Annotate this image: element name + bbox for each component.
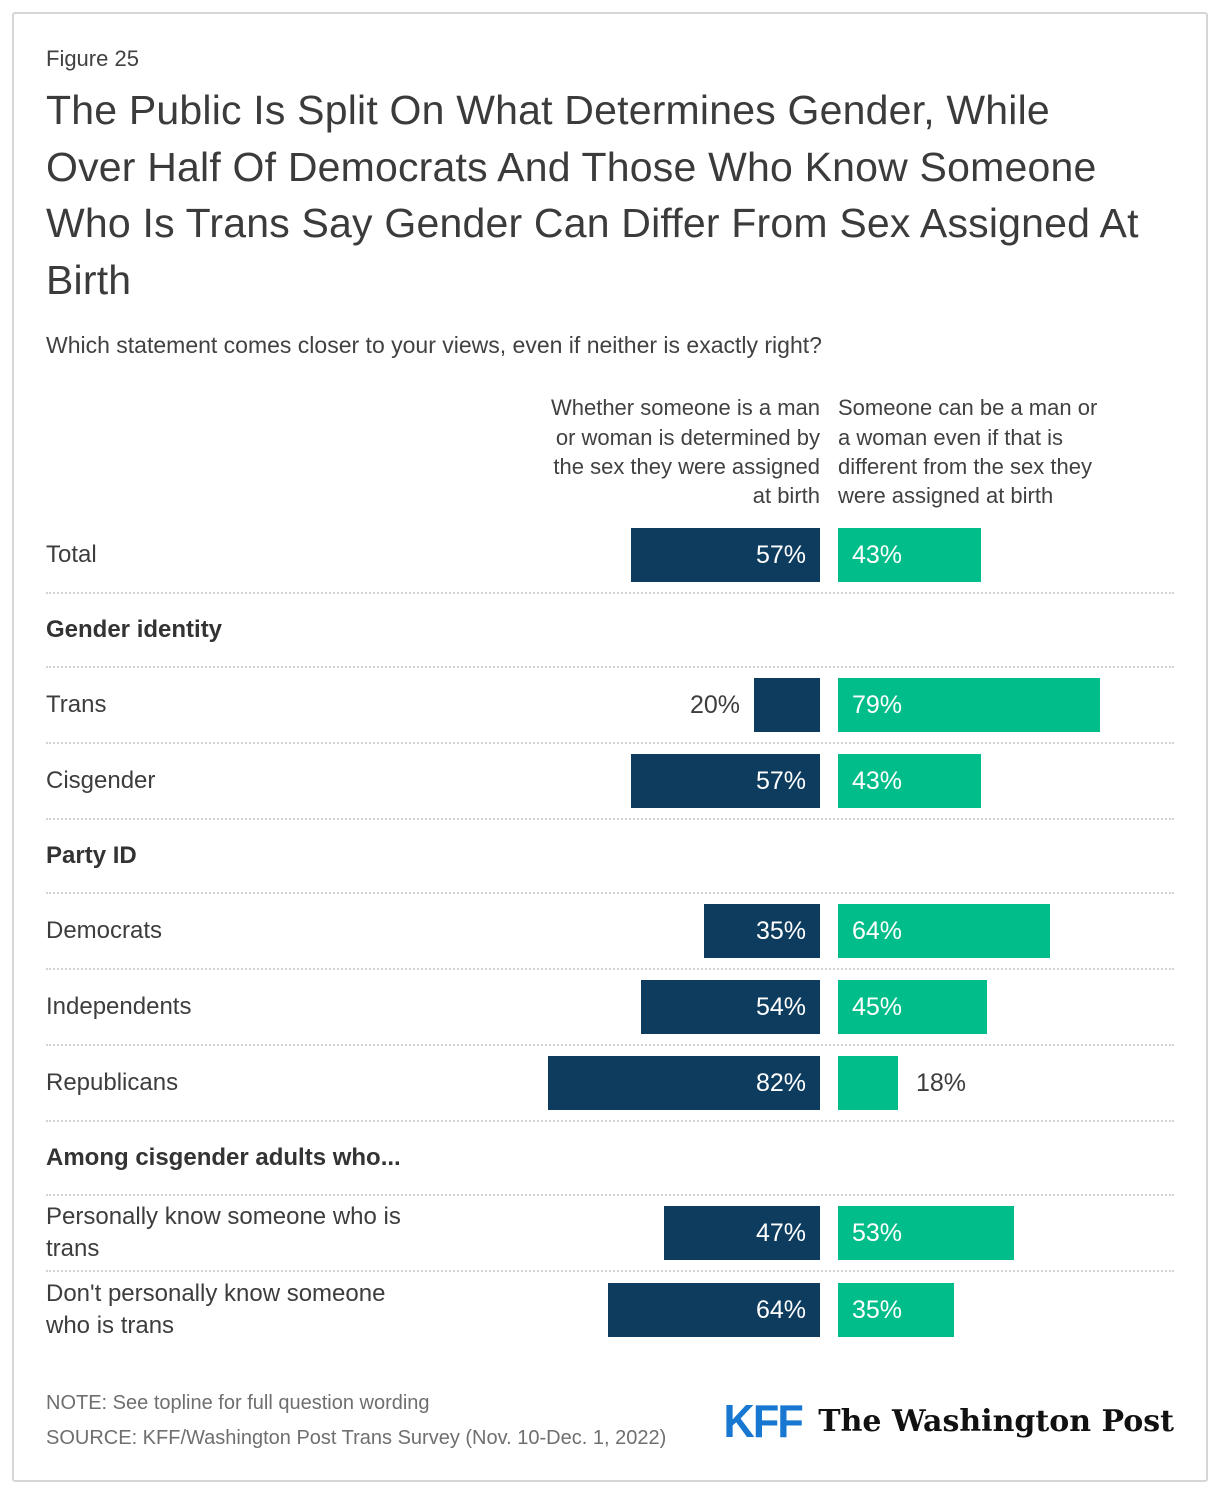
left-bar-value: 57% bbox=[755, 540, 806, 569]
row-label: Republicans bbox=[46, 1069, 179, 1097]
right-bar-value: 18% bbox=[916, 1068, 967, 1097]
chart-row: Democrats 35% 64% bbox=[46, 894, 1174, 971]
row-label: Democrats bbox=[46, 917, 163, 945]
left-bar-value: 35% bbox=[755, 916, 806, 945]
left-bar bbox=[754, 678, 820, 733]
column-header-line: a woman even if that is bbox=[838, 424, 1064, 450]
figure-label: Figure 25 bbox=[46, 46, 139, 71]
figure-title: The Public Is Split On What Determines G… bbox=[46, 87, 1139, 303]
right-bar-value: 53% bbox=[852, 1218, 903, 1247]
right-bar-cell: 45% bbox=[820, 980, 1174, 1035]
section-header-row: Party ID bbox=[46, 820, 1174, 895]
note-line: NOTE: See topline for full question word… bbox=[46, 1392, 430, 1415]
section-header-row: Gender identity bbox=[46, 594, 1174, 669]
chart-rows: Total 57% 43% Gender identity Trans 20% 79% Cis… bbox=[46, 518, 1174, 1348]
right-bar: 43% bbox=[838, 528, 981, 583]
column-header-left: Whether someone is a man or woman is dete… bbox=[502, 393, 820, 510]
left-bar: 54% bbox=[641, 980, 820, 1035]
right-bar bbox=[838, 1056, 898, 1111]
figure-subtitle: Which statement comes closer to your vie… bbox=[46, 332, 822, 359]
right-bar: 79% bbox=[838, 678, 1100, 733]
washington-post-logo: The Washington Post bbox=[818, 1403, 1174, 1439]
column-headers: Whether someone is a man or woman is dete… bbox=[46, 393, 1174, 510]
left-bar-value: 82% bbox=[755, 1068, 806, 1097]
source-line: SOURCE: KFF/Washington Post Trans Survey… bbox=[46, 1427, 667, 1450]
right-bar: 53% bbox=[838, 1206, 1014, 1261]
left-bar: 57% bbox=[631, 528, 820, 583]
footer-logos: KFF The Washington Post bbox=[721, 1394, 1174, 1448]
right-bar-value: 64% bbox=[852, 916, 903, 945]
chart-row: Total 57% 43% bbox=[46, 518, 1174, 595]
right-bar-cell: 43% bbox=[820, 754, 1174, 809]
figure-card: Figure 25 The Public Is Split On What De… bbox=[12, 12, 1208, 1483]
chart-row: Don't personally know someone who is tra… bbox=[46, 1272, 1174, 1348]
right-bar-value: 35% bbox=[852, 1295, 903, 1324]
row-label: Don't personally know someone who is tra… bbox=[46, 1279, 386, 1340]
column-header-line: at birth bbox=[752, 483, 820, 509]
kff-logo: KFF bbox=[723, 1395, 803, 1448]
column-header-line: Whether someone is a man bbox=[550, 395, 820, 421]
chart-row: Trans 20% 79% bbox=[46, 668, 1174, 745]
left-bar-cell: 47% bbox=[502, 1206, 820, 1261]
chart-row: Personally know someone who is trans 47% 5… bbox=[46, 1196, 1174, 1273]
column-header-line: were assigned at birth bbox=[838, 483, 1054, 509]
chart-row: Republicans 82% 18% bbox=[46, 1046, 1174, 1123]
left-bar-value: 54% bbox=[755, 992, 806, 1021]
right-bar-cell: 79% bbox=[820, 678, 1174, 733]
right-bar-value: 43% bbox=[852, 766, 903, 795]
column-header-right: Someone can be a man or a woman even if t… bbox=[820, 393, 1174, 510]
right-bar-value: 45% bbox=[852, 992, 903, 1021]
row-label: Total bbox=[46, 541, 97, 569]
right-bar-cell: 53% bbox=[820, 1206, 1174, 1261]
column-header-line: different from the sex they bbox=[838, 453, 1092, 479]
left-bar-value: 64% bbox=[755, 1295, 806, 1324]
right-bar: 35% bbox=[838, 1283, 954, 1338]
row-label: Independents bbox=[46, 993, 192, 1021]
left-bar: 35% bbox=[704, 904, 820, 959]
chart-row: Independents 54% 45% bbox=[46, 970, 1174, 1047]
column-header-line: Someone can be a man or bbox=[838, 395, 1098, 421]
left-bar-cell: 20% bbox=[502, 678, 820, 733]
column-header-line: or woman is determined by bbox=[555, 424, 820, 450]
left-bar-cell: 64% bbox=[502, 1283, 820, 1338]
column-header-line: the sex they were assigned bbox=[553, 453, 820, 479]
right-bar-cell: 64% bbox=[820, 904, 1174, 959]
left-bar: 47% bbox=[664, 1206, 820, 1261]
section-header-label: Party ID bbox=[46, 842, 137, 870]
row-label: Personally know someone who is trans bbox=[46, 1202, 401, 1263]
left-bar-value: 20% bbox=[689, 690, 740, 719]
row-label: Trans bbox=[46, 691, 107, 719]
left-bar-cell: 82% bbox=[502, 1056, 820, 1111]
section-header-label: Gender identity bbox=[46, 616, 223, 644]
footer: NOTE: See topline for full question word… bbox=[46, 1386, 1174, 1456]
left-bar-cell: 57% bbox=[502, 754, 820, 809]
right-bar-value: 43% bbox=[852, 540, 903, 569]
right-bar: 64% bbox=[838, 904, 1050, 959]
right-bar-cell: 43% bbox=[820, 528, 1174, 583]
left-bar: 82% bbox=[548, 1056, 820, 1111]
right-bar-cell: 18% bbox=[820, 1056, 1174, 1111]
left-bar: 57% bbox=[631, 754, 820, 809]
right-bar-cell: 35% bbox=[820, 1283, 1174, 1338]
row-label: Cisgender bbox=[46, 767, 156, 795]
left-bar-value: 57% bbox=[755, 766, 806, 795]
left-bar-cell: 35% bbox=[502, 904, 820, 959]
section-header-row: Among cisgender adults who... bbox=[46, 1122, 1174, 1197]
footer-notes: NOTE: See topline for full question word… bbox=[46, 1386, 666, 1456]
left-bar-cell: 57% bbox=[502, 528, 820, 583]
left-bar-value: 47% bbox=[755, 1218, 806, 1247]
section-header-label: Among cisgender adults who... bbox=[46, 1144, 401, 1172]
right-bar-value: 79% bbox=[852, 690, 903, 719]
right-bar: 45% bbox=[838, 980, 987, 1035]
left-bar-cell: 54% bbox=[502, 980, 820, 1035]
left-bar: 64% bbox=[608, 1283, 820, 1338]
chart-row: Cisgender 57% 43% bbox=[46, 744, 1174, 821]
right-bar: 43% bbox=[838, 754, 981, 809]
